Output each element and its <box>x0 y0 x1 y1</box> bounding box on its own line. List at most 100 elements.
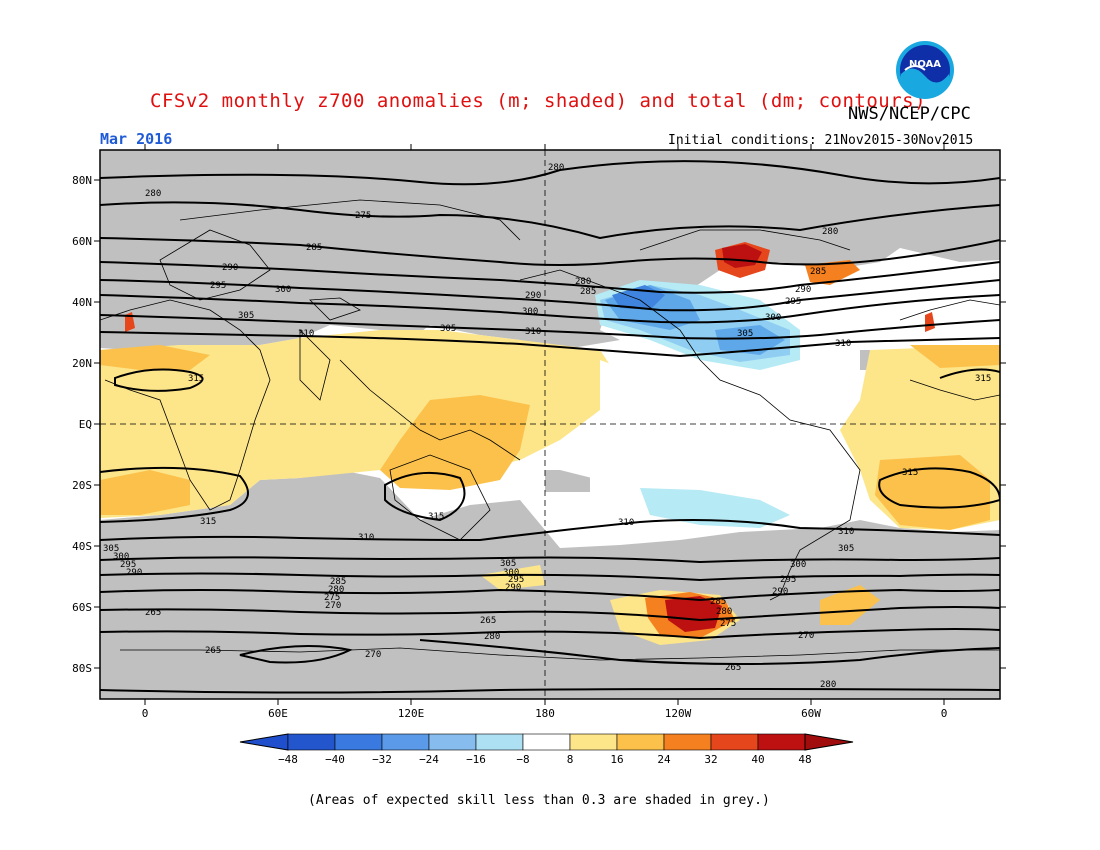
colorbar-label: 8 <box>567 753 574 766</box>
contour-label: 265 <box>205 646 221 656</box>
contour-label: 310 <box>835 339 851 349</box>
contour-label: 310 <box>525 327 541 337</box>
contour-label: 305 <box>440 324 456 334</box>
contour-label: 285 <box>580 287 596 297</box>
contour-label: 280 <box>548 163 564 173</box>
contour-label: 305 <box>238 311 254 321</box>
anomaly-neg-8-16-south <box>640 488 790 528</box>
lat-label: 60S <box>72 601 92 614</box>
colorbar-label: 48 <box>798 753 811 766</box>
colorbar: −48 −40 −32 −24 −16 −8 8 16 24 32 40 48 <box>239 733 854 766</box>
anomaly-pos-16-24 <box>875 455 990 530</box>
contour-label: 285 <box>810 267 826 277</box>
contour-label: 300 <box>790 560 806 570</box>
colorbar-label: 40 <box>751 753 764 766</box>
contour-label: 310 <box>618 518 634 528</box>
anomaly-pos-8-16-south-indian <box>480 565 545 590</box>
lon-label: 60W <box>801 707 821 720</box>
contour-label: 280 <box>575 277 591 287</box>
colorbar-swatch <box>381 733 430 751</box>
contour-label: 275 <box>355 211 371 221</box>
contour-label: 265 <box>480 616 496 626</box>
colorbar-label: 16 <box>610 753 623 766</box>
contour-label: 310 <box>358 533 374 543</box>
anomaly-pos-24-32 <box>805 260 860 285</box>
anomaly-neutral-pacific <box>560 360 860 532</box>
anomaly-neg-24-32 <box>715 325 785 355</box>
anomaly-pos-16-24-southern <box>820 585 880 625</box>
contour-label: 280 <box>484 632 500 642</box>
contour-label: 270 <box>325 601 341 611</box>
anomaly-pos-16-24 <box>380 395 530 490</box>
colorbar-high-arrow <box>804 733 854 751</box>
colorbar-swatch <box>757 733 806 751</box>
lat-label: 20S <box>72 479 92 492</box>
contour-label: 265 <box>725 663 741 673</box>
contour-label: 300 <box>765 313 781 323</box>
lon-label: 0 <box>941 707 948 720</box>
contour-label: 310 <box>298 329 314 339</box>
lon-label: 0 <box>142 707 149 720</box>
initial-conditions: Initial conditions: 21Nov2015-30Nov2015 <box>668 133 974 148</box>
lon-label: 120E <box>398 707 425 720</box>
anomaly-pos-16-24 <box>100 470 190 515</box>
colorbar-swatch <box>616 733 665 751</box>
contour-label: 295 <box>780 575 796 585</box>
contour-label: 295 <box>120 560 136 570</box>
colorbar-label: −8 <box>516 753 529 766</box>
contour-labels: 280 280 275 280 285 290 295 300 305 310 … <box>103 163 991 690</box>
contour-label: 280 <box>716 607 732 617</box>
contour-label: 290 <box>795 285 811 295</box>
contour-label: 310 <box>838 527 854 537</box>
skill-grey-north <box>100 150 1000 350</box>
colorbar-swatch <box>334 733 383 751</box>
noaa-logo-icon: NOAA <box>896 41 954 99</box>
anomaly-pos-32-40-small <box>925 312 935 332</box>
contour-label: 300 <box>503 568 519 578</box>
contour-label: 270 <box>798 631 814 641</box>
colorbar-label: −48 <box>278 753 298 766</box>
anomaly-pos-16-24 <box>100 345 210 370</box>
svg-text:NOAA: NOAA <box>909 59 941 70</box>
shading-layer <box>100 150 1000 699</box>
colorbar-swatch <box>475 733 524 751</box>
colorbar-swatch <box>522 733 571 751</box>
colorbar-swatch <box>428 733 477 751</box>
height-contours <box>100 160 1000 694</box>
colorbar-swatch <box>287 733 336 751</box>
colorbar-label: −24 <box>419 753 439 766</box>
contour-label: 315 <box>428 512 444 522</box>
contour-label: 290 <box>126 568 142 578</box>
contour-label: 290 <box>505 583 521 593</box>
chart-title: CFSv2 monthly z700 anomalies (m; shaded)… <box>150 90 927 112</box>
skill-grey-patch <box>545 470 590 492</box>
contour-label: 265 <box>145 608 161 618</box>
contour-label: 285 <box>710 597 726 607</box>
lon-label: 120W <box>665 707 692 720</box>
colorbar-label: −40 <box>325 753 345 766</box>
colorbar-low-arrow <box>239 733 289 751</box>
contour-label: 295 <box>785 297 801 307</box>
contour-label: 290 <box>525 291 541 301</box>
lat-label: 80N <box>72 174 92 187</box>
lon-label: 180 <box>535 707 555 720</box>
footnote: (Areas of expected skill less than 0.3 a… <box>308 793 770 808</box>
lat-label: 40N <box>72 296 92 309</box>
lat-label: EQ <box>79 418 92 431</box>
lon-axis: 0 60E 120E 180 120W 60W 0 <box>142 144 948 720</box>
contour-label: 275 <box>720 619 736 629</box>
contour-label: 305 <box>500 559 516 569</box>
agency-label: NWS/NCEP/CPC <box>848 104 971 124</box>
lat-label: 40S <box>72 540 92 553</box>
lat-label: 60N <box>72 235 92 248</box>
colorbar-swatch <box>663 733 712 751</box>
forecast-month: Mar 2016 <box>100 130 173 148</box>
contour-label: 315 <box>902 468 918 478</box>
contour-label: 275 <box>324 593 340 603</box>
contour-label: 305 <box>737 329 753 339</box>
lon-label: 60E <box>268 707 288 720</box>
contour-label: 290 <box>772 587 788 597</box>
contour-label: 290 <box>222 263 238 273</box>
contour-label: 315 <box>975 374 991 384</box>
